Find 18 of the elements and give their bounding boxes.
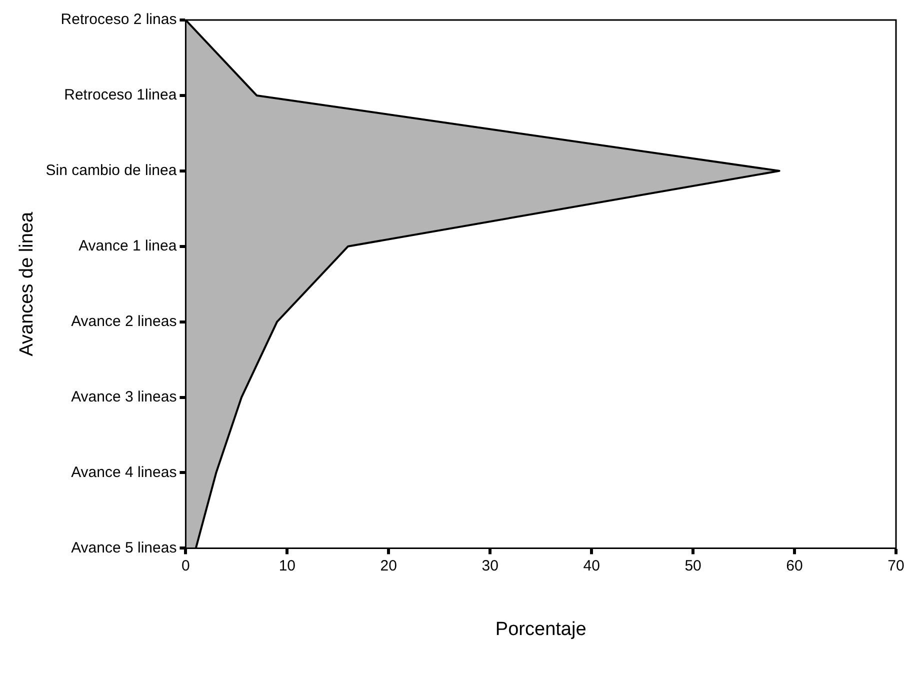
x-tick-label: 60 — [786, 557, 803, 574]
y-tick-label: Avance 1 linea — [78, 238, 178, 255]
y-tick-label: Avance 4 lineas — [71, 464, 177, 481]
x-tick-label: 0 — [182, 557, 190, 574]
x-tick-label: 40 — [583, 557, 600, 574]
y-tick-label: Sin cambio de linea — [46, 162, 178, 180]
x-tick-label: 20 — [380, 557, 397, 574]
y-tick-label: Retroceso 1linea — [64, 86, 178, 104]
x-tick-label: 50 — [684, 557, 702, 574]
y-tick-label: Avance 5 lineas — [71, 539, 177, 556]
y-tick-label: Avance 2 lineas — [71, 312, 177, 330]
y-tick-label: Retroceso 2 linas — [60, 11, 177, 28]
y-tick-label: Avance 3 lineas — [71, 388, 177, 406]
x-tick-label: 10 — [278, 557, 296, 574]
x-tick-label: 30 — [482, 557, 498, 574]
x-axis-title: Porcentaje — [495, 618, 586, 640]
y-axis-title: Avances de linea — [16, 211, 38, 356]
x-tick-label: 70 — [888, 557, 904, 574]
